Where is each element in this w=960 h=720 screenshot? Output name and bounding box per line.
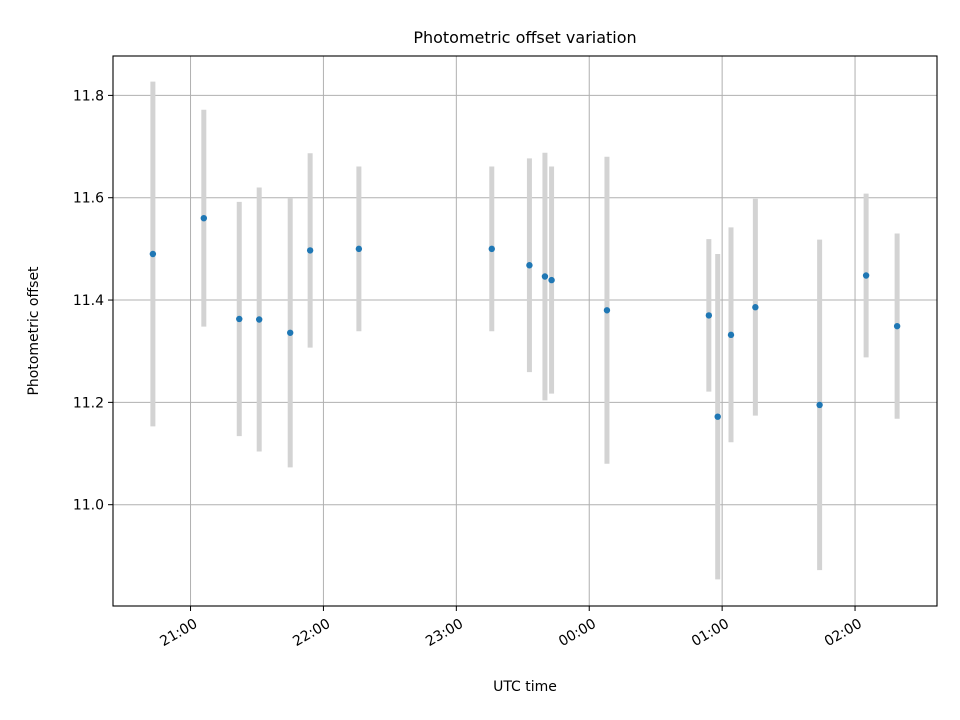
data-point: [603, 307, 611, 314]
grid-lines: [113, 56, 937, 606]
y-tick-label: 11.2: [73, 395, 104, 411]
data-point: [355, 245, 363, 253]
data-point: [236, 315, 243, 323]
data-point: [306, 247, 314, 254]
x-axis-label: UTC time: [493, 679, 557, 695]
y-tick-label: 11.6: [73, 191, 104, 207]
data-point: [862, 272, 870, 279]
y-tick-label: 11.4: [73, 293, 104, 309]
data-point: [816, 401, 823, 409]
data-point: [149, 250, 157, 258]
data-point: [200, 214, 208, 222]
data-point: [548, 276, 555, 284]
y-tick-label: 11.8: [73, 88, 104, 104]
data-point: [287, 329, 294, 336]
data-point: [752, 304, 759, 311]
data-point: [488, 245, 495, 253]
tick-marks: [108, 94, 856, 611]
y-tick-label: 11.0: [73, 498, 104, 514]
chart-title: Photometric offset variation: [413, 28, 636, 47]
data-point: [727, 331, 735, 339]
data-point: [705, 312, 713, 319]
axes-frame: [112, 55, 938, 607]
data-markers: [149, 214, 901, 420]
data-point: [541, 273, 549, 280]
y-axis-label: Photometric offset: [26, 266, 42, 396]
data-point: [893, 322, 901, 330]
data-point: [714, 413, 721, 420]
data-point: [255, 316, 263, 323]
data-point: [526, 262, 533, 269]
